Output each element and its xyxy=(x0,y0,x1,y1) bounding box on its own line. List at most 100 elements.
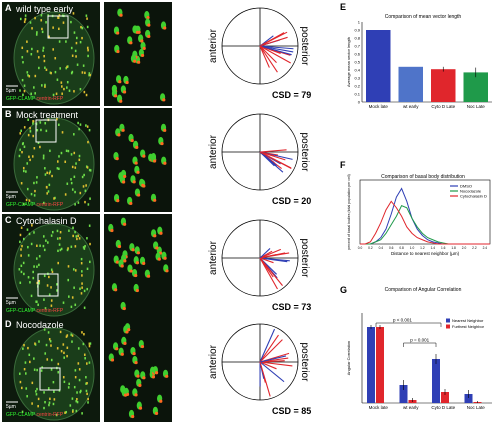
panel-f-chart: 0.0 0.2 0.4 0.6 0.8 1.0 1.2 1.4 1.6 1.8 2.0 2.2 2.4 D… xyxy=(347,174,491,256)
series-line xyxy=(360,200,490,245)
zoom-a xyxy=(104,2,172,106)
panel-condition-label: Nocodazole xyxy=(16,320,64,330)
panel-e: E Comparison of mean vector length 0 0.1 0… xyxy=(338,2,498,120)
x-tick-label: Noc Late xyxy=(467,104,486,109)
legend-swatch xyxy=(446,318,450,323)
y-tick-label: 0 xyxy=(358,100,361,105)
bar xyxy=(432,359,440,403)
y-tick-label: 0.6 xyxy=(354,52,360,57)
y-tick-label: 0.3 xyxy=(354,76,360,81)
x-tick-label: 2.2 xyxy=(472,246,477,250)
posterior-label: posterior xyxy=(299,239,310,279)
panel-g-chart: Angular Correlation Mock late wt early Cyto… xyxy=(346,313,492,410)
y-tick-label: 0.9 xyxy=(354,28,360,33)
y-tick-label: 0.4 xyxy=(354,68,360,73)
rose-plot-a: anterior posterior CSD = 79 xyxy=(208,7,311,100)
x-tick-label: 1.0 xyxy=(410,246,415,250)
anterior-label: anterior xyxy=(208,134,219,169)
panel-letter: D xyxy=(5,319,12,329)
y-axis-label: percent of basal bodies (total populatio… xyxy=(347,174,351,250)
panel-condition-label: wild type early xyxy=(16,4,74,14)
y-tick-label: 0.8 xyxy=(354,36,360,41)
panel-g: G Comparison of Angular Correlation Angu… xyxy=(338,285,498,425)
significance-annotation: p < 0.001 xyxy=(393,318,412,323)
scale-bar-label: 5µm xyxy=(6,404,16,410)
panel-f-letter: F xyxy=(340,160,346,170)
zoom-b xyxy=(104,108,172,212)
panel-e-letter: E xyxy=(340,2,347,12)
y-tick-label: 0.2 xyxy=(354,84,360,89)
panel-letter: B xyxy=(5,109,12,119)
csd-value: CSD = 79 xyxy=(272,90,311,100)
panel-letter: A xyxy=(5,3,12,13)
x-tick-label: Mock late xyxy=(369,405,389,410)
legend-swatch xyxy=(446,324,450,329)
bar xyxy=(366,30,391,102)
panel-g-title: Comparison of Angular Correlation xyxy=(384,287,462,293)
x-tick-label: 1.4 xyxy=(431,246,436,250)
csd-value: CSD = 20 xyxy=(272,196,311,206)
channel-legend: GFP-CLAMP centrin-RFP xyxy=(6,308,64,314)
anterior-label: anterior xyxy=(208,344,219,379)
csd-value: CSD = 85 xyxy=(272,406,311,416)
bar xyxy=(367,327,375,403)
legend-label: DMSO xyxy=(460,184,472,189)
scale-bar-label: 5µm xyxy=(6,88,16,94)
panel-f: F Comparison of basal body distribution … xyxy=(338,160,498,260)
legend-label: Furthest Neighbor xyxy=(452,324,485,329)
x-axis-label: Distance to nearest neighbor (µm) xyxy=(391,251,460,256)
y-axis-label: Average mean vector length xyxy=(346,37,351,87)
y-tick-label: 0.5 xyxy=(354,60,360,65)
posterior-label: posterior xyxy=(299,133,310,173)
panel-g-letter: G xyxy=(340,285,348,295)
csd-value: CSD = 73 xyxy=(272,302,311,312)
y-tick-label: 1 xyxy=(358,20,361,25)
zoom-d xyxy=(104,318,172,422)
micrograph-c: C Cytochalasin D 5µm GFP-CLAMP centrin-RFP xyxy=(2,214,100,318)
bar xyxy=(431,69,456,102)
x-tick-label: 1.2 xyxy=(420,246,425,250)
bar xyxy=(399,385,408,403)
posterior-label: posterior xyxy=(299,27,310,67)
panel-e-chart: 0 0.1 0.2 0.3 0.4 0.5 0.6 0.7 0.8 0.9 1 Average mea… xyxy=(346,20,492,109)
anterior-label: anterior xyxy=(208,240,219,275)
rose-plot-d: anterior posterior CSD = 85 xyxy=(208,323,311,416)
x-tick-label: Cyto D Late xyxy=(431,104,455,109)
panel-f-title: Comparison of basal body distribution xyxy=(381,174,465,180)
y-tick-label: 0.7 xyxy=(354,44,360,49)
x-tick-label: 1.8 xyxy=(451,246,456,250)
x-tick-label: 0.6 xyxy=(389,246,394,250)
zoom-c xyxy=(104,214,172,318)
x-tick-label: 2.4 xyxy=(483,246,488,250)
bar xyxy=(464,394,473,403)
micrograph-b: B Mock treatment 5µm GFP-CLAMP centrin-RFP xyxy=(2,108,100,212)
x-tick-label: 0.0 xyxy=(358,246,363,250)
x-tick-label: 2.0 xyxy=(462,246,467,250)
channel-legend: GFP-CLAMP centrin-RFP xyxy=(6,412,64,418)
x-tick-label: 1.6 xyxy=(441,246,446,250)
scale-bar-label: 5µm xyxy=(6,300,16,306)
bar xyxy=(463,72,488,102)
x-tick-label: Noc Late xyxy=(467,405,486,410)
x-tick-label: Mock late xyxy=(369,104,389,109)
y-tick-label: 0.1 xyxy=(354,92,360,97)
scale-bar-label: 5µm xyxy=(6,194,16,200)
legend-label: Nocodazole xyxy=(460,189,482,194)
legend-label: Cytochalasin D xyxy=(460,194,487,199)
significance-annotation: p = 0.001 xyxy=(410,338,429,343)
bar xyxy=(398,66,423,102)
panel-e-title: Comparison of mean vector length xyxy=(384,14,462,20)
micrograph-d: D Nocodazole 5µm GFP-CLAMP centrin-RFP xyxy=(2,318,100,422)
channel-legend: GFP-CLAMP centrin-RFP xyxy=(6,202,64,208)
anterior-label: anterior xyxy=(208,28,219,63)
channel-legend: GFP-CLAMP centrin-RFP xyxy=(6,96,64,102)
bar xyxy=(441,392,449,403)
panel-letter: C xyxy=(5,215,12,225)
x-tick-label: wt early xyxy=(403,405,419,410)
panel-condition-label: Mock treatment xyxy=(16,110,79,120)
bar xyxy=(376,327,384,403)
rose-plot-c: anterior posterior CSD = 73 xyxy=(208,219,311,312)
y-axis-label: Angular Correlation xyxy=(346,341,351,375)
x-tick-label: wt early xyxy=(403,104,419,109)
